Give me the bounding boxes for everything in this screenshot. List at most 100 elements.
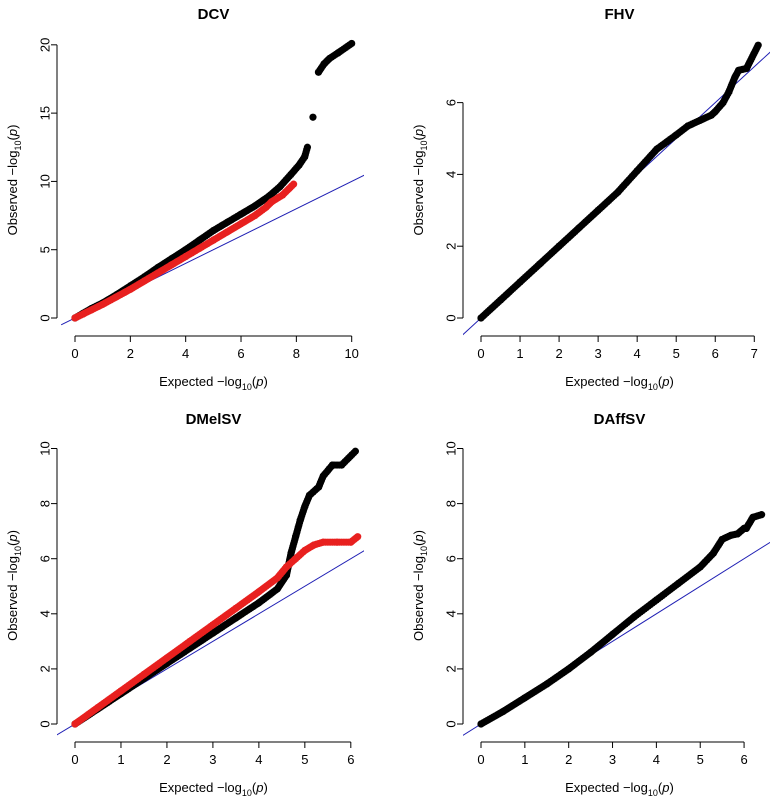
- x-tick-label: 5: [697, 752, 704, 767]
- data-point: [209, 226, 217, 235]
- data-point: [154, 269, 162, 277]
- data-point: [652, 596, 660, 604]
- y-tick-label: 20: [38, 38, 53, 52]
- data-point: [255, 599, 263, 607]
- data-point: [587, 648, 595, 656]
- data-point: [754, 41, 762, 49]
- data-point: [672, 131, 680, 139]
- data-point: [232, 614, 240, 622]
- y-tick-label: 15: [38, 106, 53, 120]
- y-tick-label: 2: [444, 665, 459, 672]
- data-point: [521, 694, 529, 702]
- data-point: [351, 447, 360, 455]
- x-tick-label: 3: [609, 752, 616, 767]
- data-point: [265, 192, 273, 201]
- data-point: [295, 161, 303, 169]
- data-point: [477, 720, 485, 728]
- y-axis-label: Observed −log10(p): [5, 125, 23, 236]
- panel-title: DAffSV: [594, 411, 646, 428]
- panel-dcv: DCV 0 2 4 6 8 10 0 5 10 15 20 Expected −log10(p) Obse…: [5, 6, 364, 392]
- data-point: [255, 588, 263, 596]
- data-point: [310, 541, 318, 549]
- data-point: [209, 629, 217, 637]
- x-tick-label: 2: [565, 752, 572, 767]
- data-point: [727, 531, 735, 539]
- data-point: [251, 211, 259, 220]
- panel-daffsv: DAffSV 0 1 2 3 4 5 6 0 2 4 6 8 10 Expected −log10(p) Ob…: [411, 411, 770, 798]
- series-1: [477, 511, 766, 728]
- y-tick-label: 6: [444, 555, 459, 562]
- y-tick-label: 6: [444, 99, 459, 106]
- y-tick-label: 5: [38, 246, 53, 253]
- data-point: [292, 555, 300, 563]
- y-axis-label: Observed −log10(p): [411, 125, 429, 236]
- x-tick-label: 4: [255, 752, 262, 767]
- x-tick-label: 1: [516, 346, 523, 361]
- data-point: [251, 202, 259, 210]
- data-point: [718, 535, 726, 544]
- data-point: [516, 278, 524, 286]
- data-point: [301, 546, 309, 555]
- data-point: [209, 621, 217, 629]
- x-tick-label: 5: [673, 346, 680, 361]
- data-point: [758, 511, 766, 519]
- x-axis-label: Expected −log10(p): [565, 374, 674, 392]
- data-point: [195, 236, 204, 244]
- y-tick-label: 2: [444, 243, 459, 250]
- x-tick-label: 6: [347, 752, 354, 767]
- data-point: [749, 513, 757, 521]
- y-tick-label: 4: [38, 610, 53, 617]
- data-point: [88, 306, 96, 314]
- data-point: [731, 73, 739, 82]
- x-tick-label: 4: [653, 752, 660, 767]
- x-tick-label: 0: [71, 346, 78, 361]
- x-tick-label: 6: [237, 346, 244, 361]
- data-point: [309, 113, 317, 121]
- data-point: [223, 228, 231, 236]
- data-point: [223, 218, 231, 226]
- series-2: [71, 533, 362, 728]
- data-point: [684, 122, 692, 130]
- series-1: [71, 39, 356, 322]
- data-point: [477, 314, 485, 322]
- data-point: [278, 191, 287, 199]
- x-axis-label: Expected −log10(p): [565, 780, 674, 798]
- data-point: [94, 703, 102, 712]
- x-tick-label: 2: [127, 346, 134, 361]
- x-tick-label: 1: [521, 752, 528, 767]
- data-point: [287, 170, 295, 179]
- data-point: [320, 60, 328, 68]
- data-point: [140, 670, 148, 679]
- series-2: [71, 180, 298, 322]
- data-point: [719, 99, 727, 107]
- data-point: [117, 687, 125, 695]
- data-point: [608, 630, 617, 639]
- data-point: [742, 524, 750, 533]
- x-axis-label: Expected −log10(p): [159, 780, 268, 798]
- data-point: [209, 236, 217, 244]
- x-axis-label: Expected −log10(p): [159, 374, 268, 392]
- data-point: [267, 198, 276, 206]
- data-point: [742, 64, 751, 73]
- data-point: [112, 293, 121, 301]
- y-tick-label: 10: [38, 441, 53, 455]
- data-point: [696, 563, 704, 571]
- data-point: [319, 538, 327, 546]
- y-tick-label: 10: [38, 174, 53, 188]
- data-point: [575, 224, 583, 232]
- data-point: [674, 579, 682, 588]
- x-tick-label: 2: [163, 752, 170, 767]
- data-point: [301, 153, 309, 161]
- x-tick-label: 0: [477, 346, 484, 361]
- data-point: [232, 604, 240, 612]
- data-point: [333, 538, 341, 546]
- data-point: [301, 502, 309, 510]
- data-point: [71, 720, 79, 728]
- y-tick-label: 10: [444, 441, 459, 455]
- data-point: [725, 88, 733, 96]
- data-point: [315, 483, 323, 491]
- data-point: [325, 54, 334, 63]
- x-tick-label: 7: [751, 346, 758, 361]
- data-point: [594, 206, 602, 214]
